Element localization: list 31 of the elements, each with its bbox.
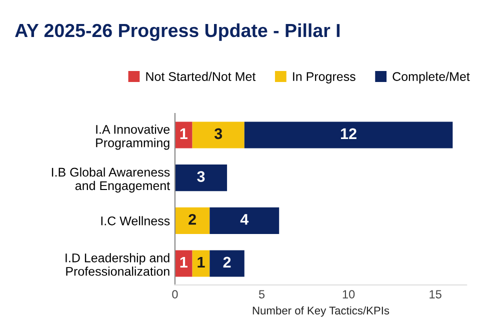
x-tick-label: 0 <box>172 290 178 298</box>
y-tick-label: I.D Leadership and Professionalization <box>66 253 170 276</box>
bar <box>192 250 210 277</box>
bar <box>192 122 244 148</box>
y-tick-label: I.B Global Awareness and Engagement <box>52 167 170 193</box>
y-tick-label: I.C Wellness <box>101 216 170 226</box>
bar <box>174 164 228 192</box>
legend-label: Not Started/Not Met <box>146 72 256 81</box>
data-label: 4 <box>240 214 249 225</box>
data-label: 3 <box>214 128 222 140</box>
bar <box>244 122 453 148</box>
x-tick-label: 10 <box>342 290 355 298</box>
data-label: 12 <box>341 128 356 139</box>
bar <box>174 122 192 148</box>
bar <box>174 207 210 234</box>
bar <box>210 207 280 234</box>
data-label: 1 <box>198 256 205 268</box>
legend-label: In Progress <box>293 72 356 84</box>
chart-title: AY 2025-26 Progress Update - Pillar I <box>15 23 340 41</box>
data-label: 1 <box>180 256 188 268</box>
data-label: 1 <box>180 128 188 139</box>
data-label: 3 <box>197 171 205 182</box>
data-label: 2 <box>188 214 196 225</box>
x-tick-label: 15 <box>430 290 442 298</box>
bar <box>174 250 192 277</box>
legend-label: Complete/Met <box>392 72 470 84</box>
data-label: 2 <box>223 256 231 268</box>
y-tick-label: I.A Innovative Programming <box>96 124 170 150</box>
x-tick-label: 5 <box>258 290 265 298</box>
bar <box>210 250 244 277</box>
x-axis-title: Number of Key Tactics/KPIs <box>252 306 390 317</box>
